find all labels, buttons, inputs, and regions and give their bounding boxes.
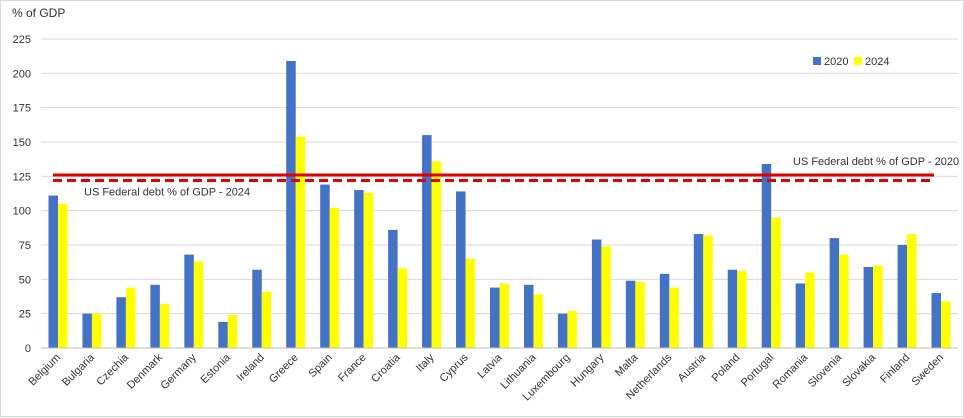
- bar-2024-estonia: [227, 315, 238, 348]
- bar-2020-latvia: [490, 287, 500, 348]
- bar-2024-malta: [635, 282, 645, 348]
- x-tick-label: Germany: [158, 351, 199, 392]
- x-tick-label: Greece: [267, 352, 301, 386]
- x-tick-label: Croatia: [369, 351, 403, 385]
- bar-2024-finland: [907, 234, 917, 348]
- x-tick-label: Italy: [414, 351, 437, 374]
- x-tick-label: Austria: [676, 351, 709, 384]
- bar-2020-germany: [184, 254, 194, 348]
- bar-2020-austria: [693, 234, 704, 348]
- bar-2020-belgium: [48, 195, 58, 348]
- bar-2024-slovenia: [839, 254, 849, 348]
- x-tick-label: Finland: [878, 352, 912, 386]
- y-tick-label: 0: [25, 343, 31, 355]
- bar-2024-czechia: [125, 287, 136, 348]
- y-tick-label: 75: [19, 240, 31, 252]
- bar-2020-hungary: [591, 239, 602, 348]
- bar-2020-sweden: [931, 293, 942, 348]
- bar-2024-greece: [295, 136, 306, 348]
- x-tick-label: Bulgaria: [60, 351, 98, 389]
- bar-2024-italy: [431, 161, 442, 348]
- bar-2020-denmark: [150, 284, 160, 348]
- bar-2024-france: [363, 192, 374, 348]
- x-tick-label: Malta: [613, 351, 641, 379]
- reference-lines: US Federal debt % of GDP - 2020 US Federa…: [53, 156, 959, 198]
- bar-2020-romania: [795, 283, 806, 348]
- bar-2024-denmark: [159, 304, 170, 348]
- bar-2024-sweden: [941, 301, 951, 348]
- bar-2020-lithuania: [523, 284, 534, 348]
- x-tick-label: Hungary: [569, 351, 607, 389]
- y-tick-label: 100: [13, 206, 31, 218]
- y-axis-tick-labels: 0 25 50 75 100 125 150 175 200 225: [13, 34, 31, 355]
- bar-2020-ireland: [252, 269, 262, 348]
- x-tick-label: Estonia: [198, 351, 233, 386]
- legend-swatch-2024: [854, 57, 862, 65]
- bar-2020-poland: [727, 269, 738, 348]
- bar-2020-greece: [286, 60, 296, 349]
- y-axis-label: % of GDP: [12, 6, 65, 20]
- y-tick-label: 225: [13, 34, 31, 46]
- bar-2020-bulgaria: [82, 313, 92, 348]
- y-tick-label: 50: [19, 274, 31, 286]
- y-tick-label: 175: [13, 103, 31, 115]
- bar-2020-estonia: [218, 321, 228, 348]
- bar-2024-romania: [805, 272, 815, 348]
- bar-2020-portugal: [761, 163, 772, 348]
- bar-2020-slovakia: [863, 266, 874, 348]
- bar-2024-ireland: [261, 291, 272, 348]
- y-tick-label: 25: [19, 309, 31, 321]
- legend-label: 2020: [824, 56, 848, 68]
- y-tick-label: 200: [13, 68, 31, 80]
- bar-2020-finland: [897, 245, 908, 348]
- x-tick-label: Sweden: [910, 352, 947, 389]
- bar-2020-netherlands: [659, 273, 670, 348]
- x-tick-label: Cyprus: [438, 351, 471, 384]
- bar-2020-cyprus: [456, 191, 466, 348]
- reference-line-label: US Federal debt % of GDP - 2024: [84, 186, 250, 198]
- bar-2024-luxembourg: [567, 310, 577, 348]
- bar-2024-poland: [737, 271, 747, 348]
- bar-2024-slovakia: [873, 265, 883, 348]
- legend-label: 2024: [865, 56, 889, 68]
- bar-2020-czechia: [116, 297, 126, 348]
- x-tick-label: France: [336, 352, 369, 385]
- bars: [48, 60, 951, 349]
- y-tick-label: 125: [13, 171, 31, 183]
- legend-swatch-2020: [813, 57, 821, 65]
- bar-2024-belgium: [57, 203, 68, 348]
- bar-2024-germany: [193, 261, 204, 348]
- bar-2020-croatia: [388, 229, 398, 348]
- x-tick-label: Poland: [710, 352, 743, 385]
- bar-2020-luxembourg: [557, 313, 568, 348]
- bar-2020-spain: [320, 184, 330, 348]
- y-tick-label: 150: [13, 137, 31, 149]
- bar-2024-bulgaria: [91, 313, 102, 348]
- bar-2020-italy: [422, 135, 432, 348]
- legend: 2020 2024: [813, 56, 889, 68]
- bar-2024-hungary: [601, 246, 611, 348]
- x-tick-label: Slovenia: [806, 351, 845, 390]
- bar-2020-malta: [625, 280, 636, 348]
- x-tick-label: Latvia: [475, 351, 505, 381]
- x-tick-label: Slovakia: [840, 351, 879, 390]
- bar-2020-france: [354, 190, 364, 348]
- bar-2024-austria: [703, 235, 713, 348]
- bar-2024-latvia: [499, 283, 509, 348]
- x-tick-label: Ireland: [235, 352, 267, 384]
- x-tick-label: Belgium: [27, 352, 64, 389]
- x-tick-label: Spain: [306, 352, 334, 380]
- x-tick-label: Romania: [771, 351, 811, 391]
- bar-2024-netherlands: [669, 287, 679, 348]
- bar-2020-slovenia: [829, 238, 840, 348]
- reference-line-label: US Federal debt % of GDP - 2020: [793, 156, 959, 168]
- bar-2024-cyprus: [465, 258, 476, 348]
- bar-2024-croatia: [397, 268, 408, 348]
- bar-2024-lithuania: [533, 294, 543, 348]
- bar-2024-spain: [329, 207, 340, 348]
- bar-2024-portugal: [771, 217, 781, 348]
